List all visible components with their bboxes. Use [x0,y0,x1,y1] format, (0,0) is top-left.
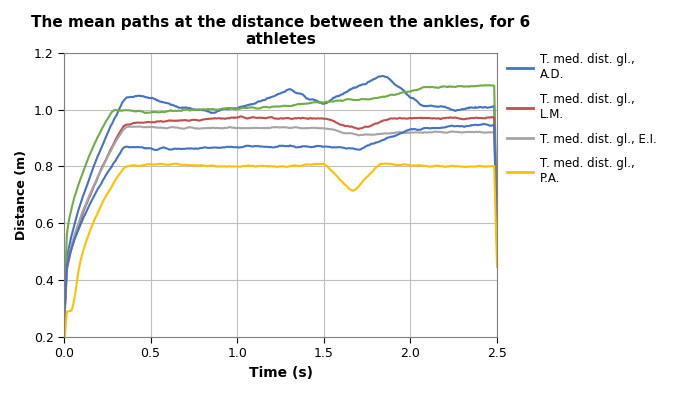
Title: The mean paths at the distance between the ankles, for 6
athletes: The mean paths at the distance between t… [31,15,530,47]
X-axis label: Time (s): Time (s) [248,366,312,380]
Y-axis label: Distance (m): Distance (m) [15,150,28,240]
Legend: T. med. dist. gl.,
A.D., T. med. dist. gl.,
L.M., T. med. dist. gl., E.I., T. me: T. med. dist. gl., A.D., T. med. dist. g… [507,53,657,185]
